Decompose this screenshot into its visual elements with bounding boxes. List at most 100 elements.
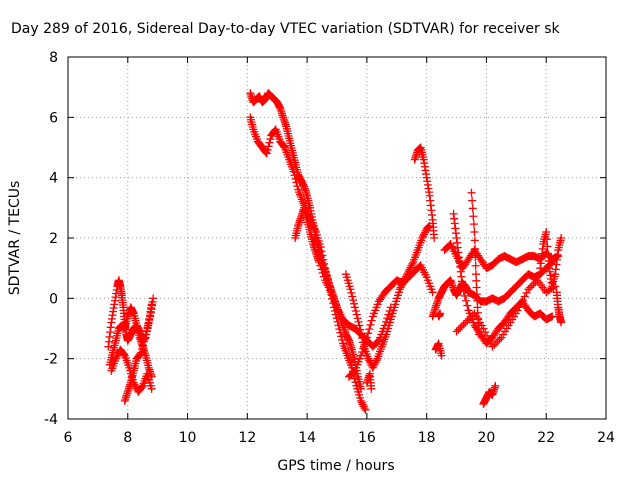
data-point: [319, 272, 328, 281]
data-point: [290, 171, 299, 180]
data-point: [407, 261, 416, 270]
data-point: [457, 322, 466, 331]
data-point: [360, 340, 369, 349]
data-point: [371, 358, 380, 367]
data-point: [548, 312, 557, 321]
y-tick-label: -4: [44, 412, 58, 428]
data-point: [493, 337, 502, 346]
data-point: [463, 301, 472, 310]
series-track-s: [431, 339, 446, 360]
series-track-f: [246, 113, 370, 414]
data-points: [104, 89, 566, 414]
data-point: [469, 220, 478, 229]
x-tick-label: 22: [537, 430, 555, 446]
data-point: [408, 259, 417, 268]
data-point: [347, 288, 356, 297]
data-point: [529, 279, 538, 288]
data-point: [316, 261, 325, 270]
data-point: [395, 285, 404, 294]
data-point: [471, 253, 480, 262]
data-point: [350, 374, 359, 383]
data-point: [492, 338, 501, 347]
data-point: [469, 212, 478, 221]
data-point: [383, 314, 392, 323]
data-point: [352, 310, 361, 319]
y-tick-label: 8: [49, 50, 58, 66]
data-point: [430, 234, 439, 242]
data-point: [362, 333, 371, 342]
data-point: [137, 348, 146, 357]
data-point: [364, 329, 373, 338]
data-point: [367, 316, 376, 325]
data-point: [456, 323, 465, 332]
series-track-t: [434, 309, 445, 321]
data-point: [142, 326, 151, 335]
data-point: [289, 167, 298, 176]
data-point: [360, 404, 369, 413]
series-track-d: [120, 294, 158, 405]
data-point: [544, 256, 553, 265]
data-point: [266, 135, 275, 144]
data-point: [454, 325, 463, 334]
data-point: [355, 321, 364, 330]
series-track-e: [246, 89, 365, 393]
data-point: [337, 332, 346, 341]
data-point: [484, 335, 493, 344]
data-point: [365, 356, 374, 365]
series-track-j: [410, 143, 439, 242]
x-tick-label: 14: [298, 430, 316, 446]
data-point: [298, 197, 307, 206]
data-point: [358, 348, 367, 357]
data-point: [406, 263, 415, 272]
series-track-q: [552, 288, 566, 327]
data-point: [465, 314, 474, 323]
data-point: [428, 288, 437, 297]
data-point: [144, 319, 153, 328]
data-point: [291, 174, 300, 183]
data-point: [544, 249, 553, 258]
data-point: [262, 149, 271, 158]
data-point: [459, 287, 468, 296]
data-point: [479, 324, 488, 333]
data-point: [526, 283, 535, 292]
data-point: [361, 337, 370, 346]
data-point: [436, 309, 445, 318]
x-axis-title: GPS time / hours: [277, 458, 394, 474]
data-point: [370, 360, 379, 369]
series-track-p: [536, 227, 566, 291]
data-point: [437, 351, 446, 360]
data-point: [321, 264, 330, 273]
x-tick-label: 10: [179, 430, 197, 446]
series-track-o: [452, 276, 560, 351]
data-point: [542, 235, 551, 244]
data-point: [467, 188, 476, 197]
data-point: [520, 292, 529, 301]
data-point: [488, 342, 497, 351]
data-point: [419, 232, 428, 241]
data-point: [459, 320, 468, 329]
data-point: [139, 341, 148, 350]
data-point: [351, 307, 360, 316]
data-point: [350, 299, 359, 308]
data-point: [136, 349, 145, 358]
data-point: [279, 142, 288, 151]
data-point: [356, 351, 365, 360]
data-point: [143, 323, 152, 332]
data-point: [318, 268, 327, 277]
data-point: [460, 291, 469, 300]
data-point: [112, 352, 121, 361]
data-point: [145, 316, 154, 325]
data-point: [420, 228, 429, 237]
data-point: [366, 320, 375, 329]
x-tick-label: 24: [597, 430, 615, 446]
data-point: [358, 400, 367, 409]
data-point: [334, 321, 343, 330]
data-point: [419, 230, 428, 239]
data-point: [140, 334, 149, 343]
data-point: [518, 296, 527, 305]
data-point: [139, 337, 148, 346]
data-point: [470, 227, 479, 236]
data-point: [524, 285, 533, 294]
data-point: [468, 311, 477, 320]
